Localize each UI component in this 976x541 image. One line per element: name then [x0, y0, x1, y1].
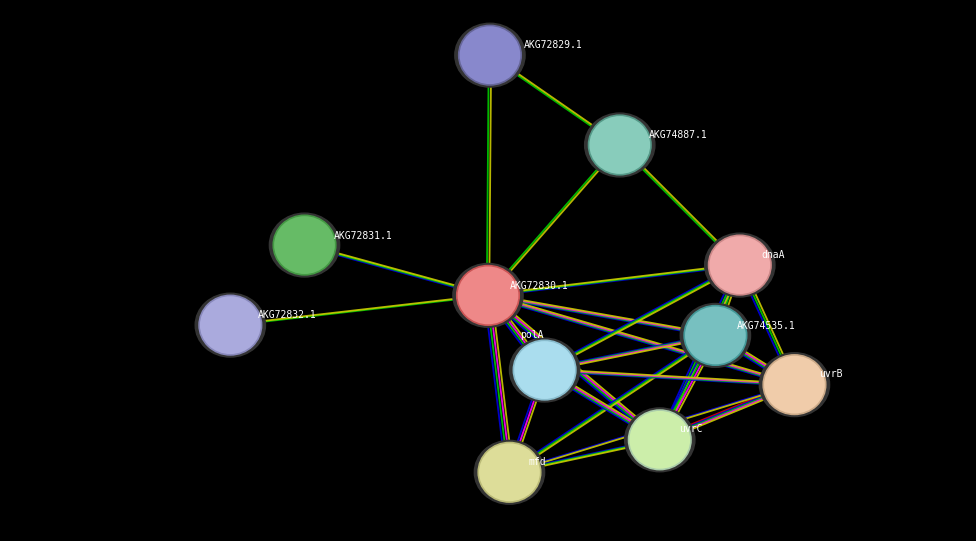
- Text: AKG74535.1: AKG74535.1: [737, 321, 795, 331]
- Ellipse shape: [709, 235, 771, 295]
- Ellipse shape: [513, 340, 576, 400]
- Text: AKG72831.1: AKG72831.1: [334, 231, 392, 241]
- Text: AKG72830.1: AKG72830.1: [509, 281, 568, 291]
- Text: AKG72829.1: AKG72829.1: [524, 40, 583, 50]
- Ellipse shape: [625, 408, 695, 472]
- Text: AKG74887.1: AKG74887.1: [649, 130, 708, 140]
- Ellipse shape: [680, 304, 751, 367]
- Ellipse shape: [629, 410, 691, 470]
- Text: uvrB: uvrB: [819, 370, 842, 379]
- Text: polA: polA: [520, 331, 544, 340]
- Text: AKG72832.1: AKG72832.1: [258, 310, 316, 320]
- Text: dnaA: dnaA: [761, 250, 785, 260]
- Ellipse shape: [269, 213, 340, 277]
- Ellipse shape: [589, 115, 651, 175]
- Text: mfd: mfd: [529, 457, 547, 467]
- Ellipse shape: [705, 233, 775, 297]
- Ellipse shape: [457, 266, 519, 325]
- Ellipse shape: [459, 25, 521, 85]
- Ellipse shape: [585, 113, 655, 177]
- Ellipse shape: [478, 443, 541, 502]
- Text: uvrC: uvrC: [679, 425, 703, 434]
- Ellipse shape: [509, 338, 580, 402]
- Ellipse shape: [684, 306, 747, 365]
- Ellipse shape: [195, 293, 265, 357]
- Ellipse shape: [273, 215, 336, 275]
- Ellipse shape: [199, 295, 262, 355]
- Ellipse shape: [455, 23, 525, 87]
- Ellipse shape: [474, 440, 545, 504]
- Ellipse shape: [763, 355, 826, 414]
- Ellipse shape: [453, 263, 523, 327]
- Ellipse shape: [759, 353, 830, 417]
